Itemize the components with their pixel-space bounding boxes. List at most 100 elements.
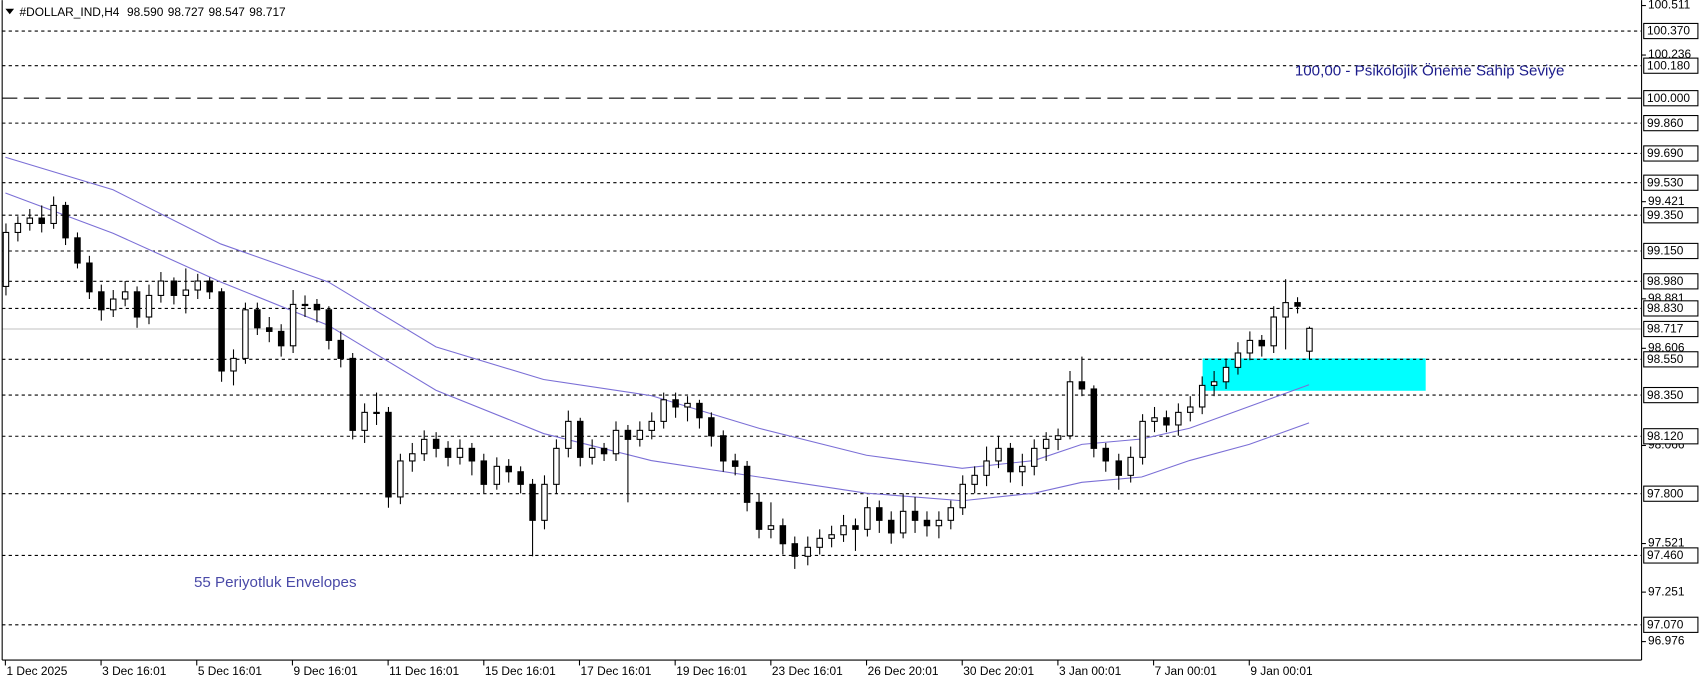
candle-body (935, 519, 943, 527)
candle-body (182, 289, 190, 296)
candle-body (277, 330, 285, 347)
level-label: 97.800 (1647, 486, 1684, 500)
candle-body (26, 217, 34, 224)
y-tick-label: 97.521 (1648, 536, 1685, 550)
level-label-box (1643, 485, 1699, 502)
candle-body (672, 399, 679, 408)
envelope-line (5, 192, 1310, 502)
y-tick-label: 98.606 (1648, 340, 1685, 354)
candle-body (708, 417, 715, 437)
candle-body (648, 420, 656, 431)
level-label: 99.150 (1647, 244, 1684, 258)
candle-body (1151, 417, 1158, 422)
candle-body (517, 471, 524, 485)
candle-body (170, 280, 178, 296)
ohlc-high: 98.727 (168, 5, 205, 19)
x-tick-label: 9 Jan 00:01 (1250, 664, 1313, 678)
candle-body (62, 204, 69, 239)
level-label: 98.550 (1647, 352, 1684, 366)
level-label-box (1643, 300, 1699, 317)
candle-body (14, 222, 22, 233)
candle-body (876, 507, 883, 521)
envelope-line (5, 156, 1310, 469)
level-label-box (1643, 174, 1699, 191)
candle-body (230, 357, 237, 372)
candle-body (995, 447, 1002, 462)
candle-body (1042, 438, 1050, 449)
level-label: 100.370 (1647, 24, 1690, 38)
candle-body (1115, 460, 1123, 476)
candle-body (505, 465, 512, 473)
level-label-box (1643, 428, 1699, 445)
level-label: 99.690 (1647, 146, 1684, 160)
x-tick-label: 3 Jan 00:01 (1059, 664, 1122, 678)
level-label: 98.980 (1647, 274, 1684, 288)
candle-body (361, 411, 368, 431)
candle-body (899, 510, 907, 534)
candle-body (349, 357, 356, 431)
candle-body (779, 525, 787, 545)
candle-body (1007, 447, 1014, 473)
candle-body (121, 291, 129, 300)
candle-body (133, 291, 141, 318)
candle-body (1210, 381, 1218, 386)
candle-body (840, 525, 847, 536)
menu-arrow (5, 8, 15, 15)
candle-body (864, 507, 871, 530)
plot-back (2, 30, 1642, 626)
candle-body (1246, 339, 1254, 354)
current-price-box (1643, 320, 1699, 338)
candle-body (289, 303, 297, 347)
candle-body (804, 546, 812, 557)
level-label: 98.120 (1647, 429, 1684, 443)
candle-body (86, 262, 93, 293)
candle-body (1078, 381, 1086, 390)
candle-body (541, 483, 548, 521)
chart-title: #DOLLAR_IND,H4 98.590 98.727 98.547 98.717 (20, 5, 287, 19)
level-label-box (1643, 90, 1699, 107)
candle-body (612, 429, 620, 455)
candle-body (565, 420, 572, 449)
x-tick-label: 23 Dec 16:01 (772, 664, 843, 678)
x-tick-label: 1 Dec 2025 (6, 664, 67, 678)
level-label: 97.070 (1647, 617, 1684, 631)
candle-body (660, 399, 667, 422)
x-tick-label: 3 Dec 16:01 (102, 664, 167, 678)
level-label: 98.350 (1647, 388, 1684, 402)
candle-body (1234, 352, 1242, 368)
candle-body (432, 438, 440, 449)
candle-body (1222, 366, 1230, 383)
candle-body (242, 309, 249, 359)
y-tick-label: 99.421 (1648, 194, 1685, 208)
candle-body (971, 474, 978, 485)
level-label-box (1643, 616, 1699, 633)
candle-body (816, 537, 823, 548)
candle-body (624, 429, 632, 440)
candle-body (755, 501, 763, 530)
x-tick-label: 5 Dec 16:01 (198, 664, 263, 678)
x-tick-label: 11 Dec 16:01 (389, 664, 459, 678)
annotation: 100,00 - Psikolojik Öneme Sahip Seviye (1295, 62, 1565, 80)
y-tick-label: 97.251 (1648, 584, 1685, 598)
candle-body (468, 447, 476, 462)
ohlc-close: 98.717 (249, 5, 286, 19)
candle-body (1163, 417, 1170, 426)
candle-body (50, 204, 57, 224)
axes: 100.511100.23699.42198.88198.60698.06697… (4, 0, 1699, 678)
candle-body (1030, 447, 1038, 467)
candle-body (409, 453, 416, 462)
plot-marks (2, 156, 1313, 569)
candle-body (218, 291, 225, 372)
y-tick-label: 96.976 (1648, 634, 1685, 648)
candle-body (1019, 465, 1026, 473)
level-label-box (1643, 273, 1699, 290)
candle-body (1198, 384, 1206, 408)
candle-body (1270, 316, 1277, 347)
x-tick-label: 9 Dec 16:01 (294, 664, 359, 678)
level-label: 97.460 (1647, 548, 1684, 562)
candle-body (109, 298, 117, 311)
candle-body (38, 217, 45, 224)
level-label: 99.860 (1647, 116, 1684, 130)
candle-body (1139, 420, 1146, 458)
level-label-box (1643, 386, 1699, 404)
